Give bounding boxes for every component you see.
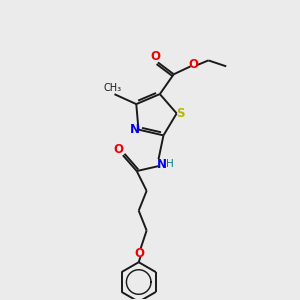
Text: O: O bbox=[135, 247, 145, 260]
Text: S: S bbox=[176, 107, 185, 120]
Text: O: O bbox=[150, 50, 160, 63]
Text: N: N bbox=[157, 158, 166, 171]
Text: CH₃: CH₃ bbox=[103, 83, 122, 93]
Text: O: O bbox=[188, 58, 199, 71]
Text: O: O bbox=[113, 143, 123, 156]
Text: H: H bbox=[166, 159, 173, 169]
Text: N: N bbox=[130, 123, 140, 136]
